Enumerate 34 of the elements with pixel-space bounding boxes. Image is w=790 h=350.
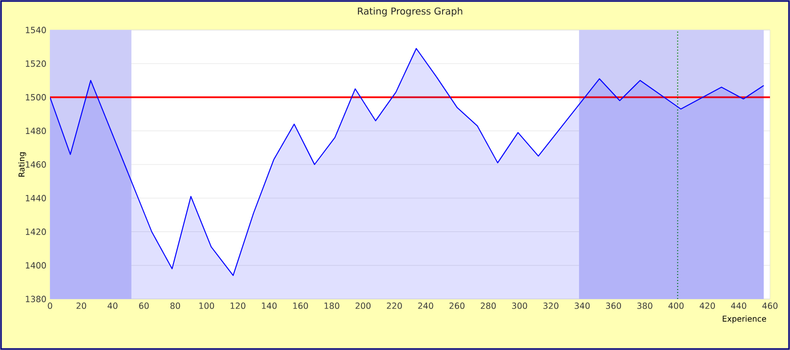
y-tick-label: 1500	[26, 94, 46, 100]
y-tick-label: 1540	[26, 26, 46, 34]
x-tick-label: 160	[293, 302, 308, 309]
y-tick-label: 1460	[26, 161, 46, 168]
y-tick-label: 1420	[26, 228, 46, 235]
x-tick-label: 400	[668, 302, 684, 309]
x-tick-label: 180	[324, 302, 340, 309]
x-tick-label: 120	[230, 302, 246, 309]
x-tick-label: 220	[386, 302, 402, 309]
x-tick-label: 140	[262, 302, 277, 309]
chart-title: Rating Progress Graph	[358, 7, 462, 16]
x-tick-label: 360	[606, 302, 622, 309]
x-tick-label: 100	[199, 302, 214, 309]
y-tick-label: 1440	[26, 194, 46, 202]
x-tick-label: 60	[139, 302, 149, 309]
x-tick-label: 300	[512, 302, 528, 309]
x-tick-label: 420	[700, 302, 715, 309]
y-tick-label: 1380	[26, 296, 46, 302]
x-tick-label: 240	[418, 302, 434, 309]
x-tick-label: 440	[731, 302, 746, 309]
y-tick-label: 1520	[26, 60, 46, 67]
x-tick-label: 40	[108, 302, 118, 309]
y-tick-label: 1480	[26, 128, 46, 134]
x-tick-label: 320	[543, 302, 558, 309]
x-tick-label: 260	[450, 302, 464, 309]
x-tick-label: 280	[480, 302, 496, 309]
x-tick-label: 200	[356, 302, 371, 309]
x-tick-label: 20	[76, 302, 86, 309]
x-tick-label: 380	[637, 302, 652, 309]
x-tick-label: 460	[762, 302, 778, 309]
y-tick-label: 1400	[26, 262, 46, 269]
x-tick-label: 340	[574, 302, 590, 309]
x-tick-label: 0	[48, 302, 52, 309]
x-tick-label: 80	[170, 302, 180, 309]
